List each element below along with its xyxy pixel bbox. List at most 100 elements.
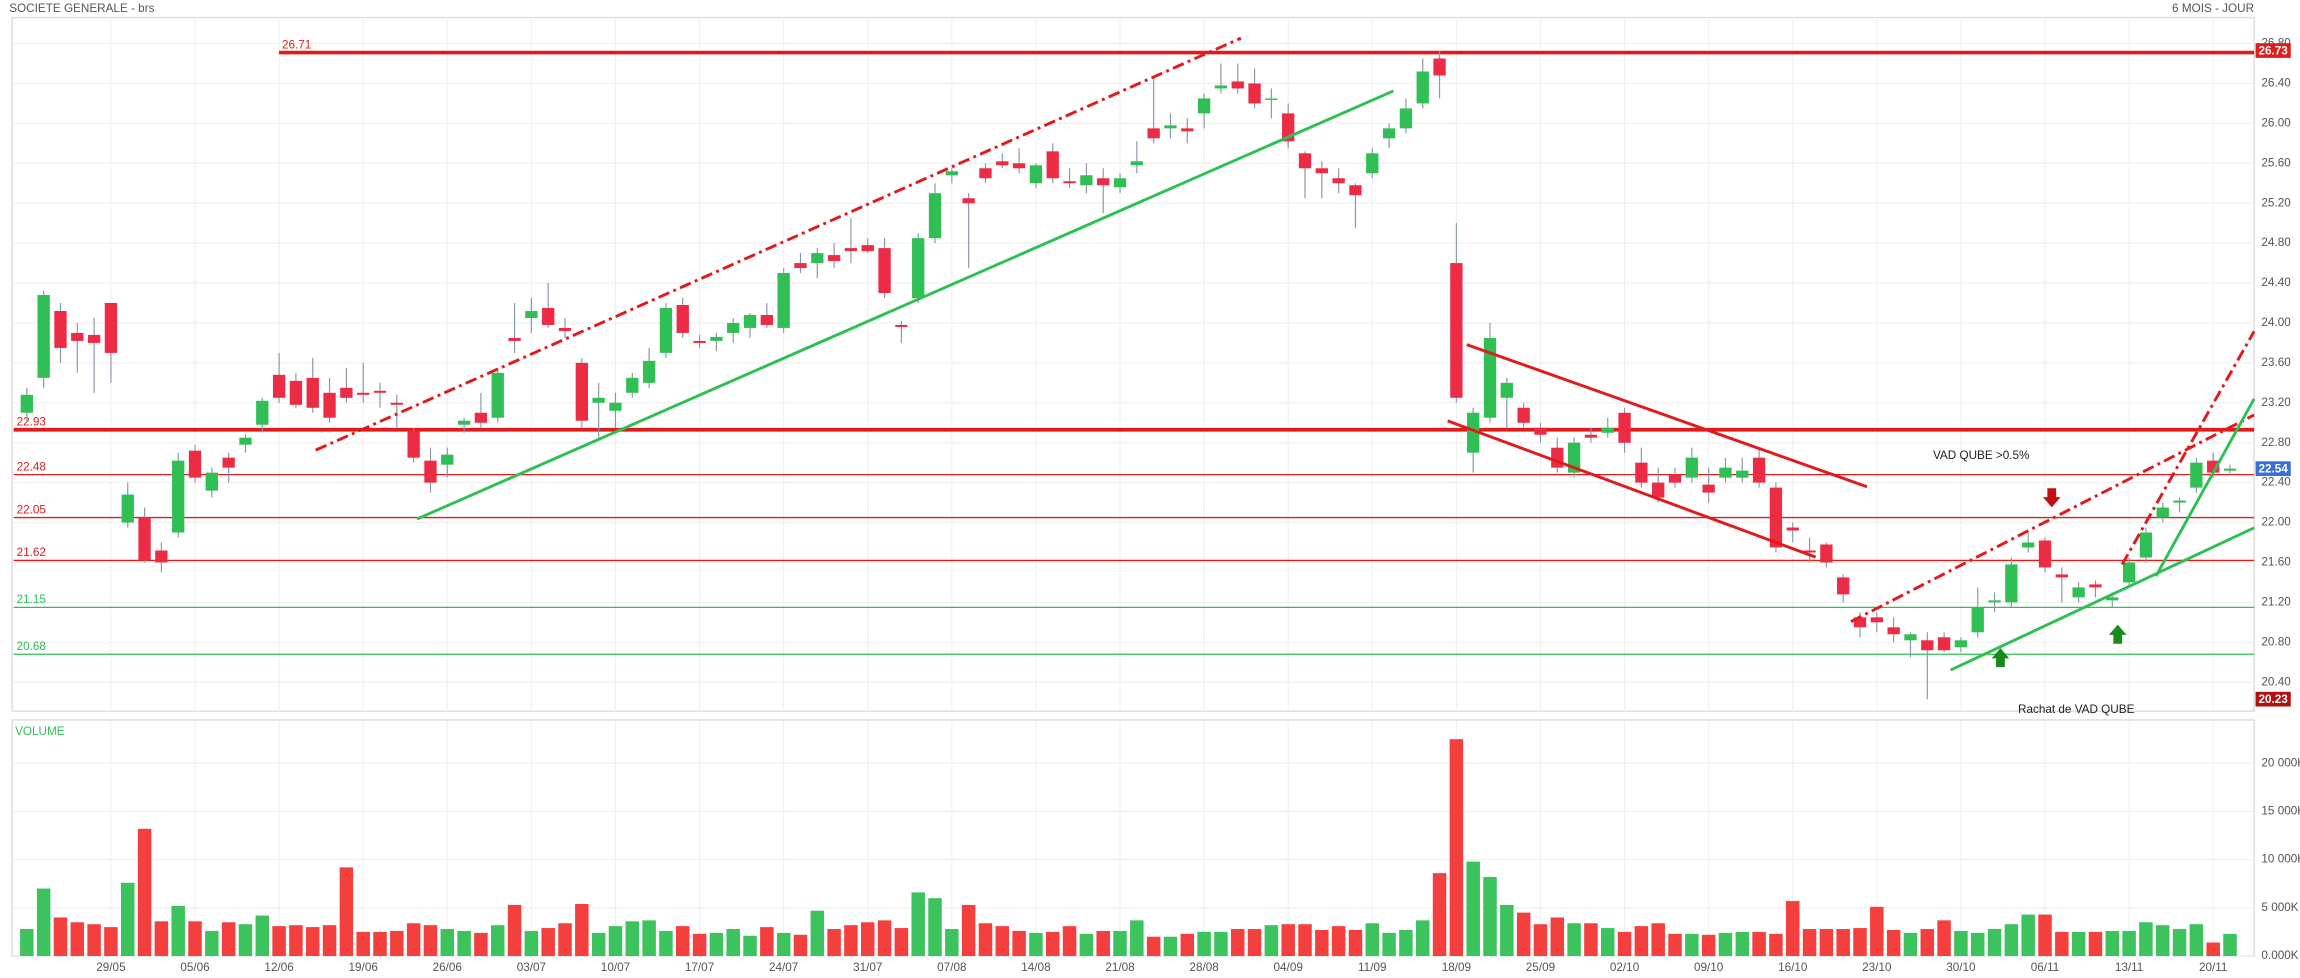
volume-bar bbox=[1079, 933, 1094, 957]
volume-bar bbox=[87, 924, 101, 957]
x-tick-label: 04/09 bbox=[1274, 961, 1303, 974]
candle-body bbox=[609, 402, 622, 411]
candle-body bbox=[1080, 175, 1093, 186]
candle-body bbox=[2207, 460, 2220, 473]
candle-body bbox=[1147, 128, 1160, 139]
volume-bar bbox=[1685, 933, 1699, 957]
candle-body bbox=[2106, 597, 2119, 601]
candle-body bbox=[1450, 263, 1463, 398]
annotation: Rachat de VAD QUBE bbox=[2018, 703, 2135, 716]
volume-bar bbox=[608, 926, 623, 957]
candle-body bbox=[1029, 165, 1043, 184]
candle-body bbox=[424, 460, 437, 483]
candle-body bbox=[743, 314, 757, 328]
volume-bar bbox=[1500, 904, 1514, 957]
volume-bar bbox=[945, 929, 959, 957]
volume-bar bbox=[1230, 929, 1245, 957]
candle-body bbox=[1904, 634, 1917, 641]
price-panel bbox=[11, 16, 2255, 712]
volume-bar bbox=[1533, 924, 1548, 957]
candle-body bbox=[357, 392, 370, 395]
buy-arrow bbox=[2108, 624, 2127, 644]
y-tick-label: 21.20 bbox=[2261, 595, 2291, 608]
volume-bar bbox=[1516, 912, 1531, 957]
candle-body bbox=[1298, 153, 1312, 169]
candle-body bbox=[659, 307, 673, 353]
candle-body bbox=[256, 400, 269, 425]
candle-body bbox=[962, 198, 975, 204]
trend-line bbox=[1466, 343, 1868, 489]
candle-body bbox=[2022, 542, 2035, 548]
candle-body bbox=[811, 253, 824, 264]
candle-body bbox=[390, 402, 403, 405]
y-tick-label: 25.20 bbox=[2261, 196, 2291, 209]
x-tick-label: 26/06 bbox=[433, 961, 462, 974]
candle-body bbox=[1399, 108, 1413, 129]
volume-bar bbox=[995, 926, 1010, 957]
volume-bar bbox=[1247, 929, 1262, 957]
y-tick-label: 24.40 bbox=[2261, 276, 2291, 289]
candle-body bbox=[794, 263, 807, 269]
volume-bar bbox=[255, 915, 270, 957]
price-badge bbox=[2255, 461, 2291, 476]
volume-bar bbox=[1045, 931, 1060, 957]
candle-body bbox=[1214, 85, 1228, 89]
candle-body bbox=[525, 310, 538, 318]
volume-bar bbox=[1130, 920, 1144, 957]
volume-bar bbox=[1567, 923, 1581, 957]
volume-bar bbox=[1853, 928, 1867, 957]
candle-body bbox=[1332, 178, 1345, 184]
candle-body bbox=[407, 430, 420, 458]
volume-bar bbox=[1281, 924, 1295, 957]
buy-arrow bbox=[1991, 648, 2010, 668]
candle-body bbox=[323, 392, 336, 418]
candle-body bbox=[2190, 462, 2203, 488]
candle-body bbox=[1769, 487, 1783, 548]
candle-body bbox=[172, 460, 185, 533]
volume-bar bbox=[1752, 931, 1766, 957]
trend-line bbox=[1850, 413, 2255, 624]
volume-bar bbox=[1870, 906, 1884, 957]
candle-body bbox=[710, 336, 723, 341]
volume-bar bbox=[121, 882, 135, 957]
volume-bar bbox=[827, 929, 841, 957]
candle-body bbox=[20, 394, 33, 413]
price-badge-label: 20.23 bbox=[2258, 693, 2288, 706]
candle-body bbox=[1702, 484, 1715, 493]
x-tick-label: 14/08 bbox=[1021, 961, 1051, 974]
volume-bar bbox=[2155, 925, 2170, 957]
volume-bar bbox=[356, 931, 370, 957]
trend-line bbox=[315, 36, 1242, 452]
volume-bar bbox=[1987, 929, 2002, 957]
candle-body bbox=[1837, 577, 1850, 595]
candle-body bbox=[2072, 587, 2085, 598]
candle-body bbox=[71, 332, 84, 341]
volume-bar bbox=[1466, 861, 1480, 957]
volume-bar bbox=[2021, 914, 2035, 957]
volume-bar bbox=[440, 929, 455, 957]
candle-body bbox=[592, 397, 605, 403]
volume-bar bbox=[2071, 931, 2086, 957]
volume-bar bbox=[1331, 926, 1346, 957]
candle-body bbox=[2139, 532, 2153, 558]
candle-body bbox=[945, 171, 958, 176]
candle-body bbox=[104, 302, 118, 353]
volume-bar bbox=[1163, 936, 1178, 957]
y-tick-label: 22.40 bbox=[2261, 476, 2291, 489]
volume-bar bbox=[491, 925, 505, 957]
level-label: 22.93 bbox=[17, 415, 46, 428]
volume-bar bbox=[575, 903, 589, 957]
candle-body bbox=[844, 248, 858, 252]
candle-body bbox=[1248, 83, 1261, 104]
candle-body bbox=[1231, 81, 1244, 89]
candle-body bbox=[1500, 382, 1513, 398]
chart-title: SOCIETE GENERALE - brs bbox=[9, 2, 154, 15]
candle-body bbox=[138, 517, 151, 561]
volume-bar bbox=[2189, 924, 2204, 957]
volume-bar bbox=[339, 867, 354, 957]
candle-body bbox=[861, 245, 874, 252]
candle-body bbox=[508, 337, 521, 341]
candle-body bbox=[2038, 540, 2052, 568]
candle-body bbox=[2055, 574, 2068, 578]
